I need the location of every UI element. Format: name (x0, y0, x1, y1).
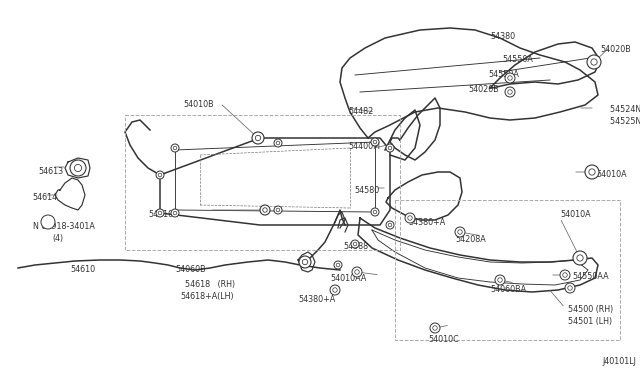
Circle shape (591, 59, 597, 65)
Circle shape (505, 87, 515, 97)
Text: 54580: 54580 (354, 186, 380, 195)
Circle shape (276, 141, 280, 145)
Circle shape (274, 206, 282, 214)
Circle shape (334, 261, 342, 269)
Text: 54501 (LH): 54501 (LH) (568, 317, 612, 326)
Text: 54010C: 54010C (428, 335, 459, 344)
Text: 54524N (RH): 54524N (RH) (610, 105, 640, 114)
Circle shape (263, 208, 268, 212)
Text: 54482: 54482 (348, 107, 373, 116)
Circle shape (585, 165, 599, 179)
Text: 54550AA: 54550AA (572, 272, 609, 281)
Circle shape (355, 270, 359, 274)
Circle shape (70, 160, 86, 176)
Circle shape (587, 55, 601, 69)
Circle shape (455, 227, 465, 237)
Circle shape (353, 242, 357, 246)
Text: 54010B: 54010B (183, 100, 214, 109)
Text: 54060BA: 54060BA (490, 285, 526, 294)
Text: 54614: 54614 (32, 193, 57, 202)
Circle shape (563, 273, 567, 277)
Circle shape (498, 278, 502, 282)
Circle shape (508, 76, 512, 80)
Circle shape (568, 286, 572, 290)
Circle shape (388, 146, 392, 150)
Circle shape (573, 251, 587, 265)
Circle shape (386, 221, 394, 229)
Circle shape (158, 173, 162, 177)
Text: 54020B: 54020B (468, 85, 499, 94)
Circle shape (371, 138, 379, 146)
Circle shape (260, 205, 270, 215)
Circle shape (388, 223, 392, 227)
Circle shape (430, 323, 440, 333)
Circle shape (433, 326, 437, 330)
Text: 54618+A(LH): 54618+A(LH) (180, 292, 234, 301)
Text: 54400M: 54400M (348, 142, 380, 151)
Text: 54525N (LH): 54525N (LH) (610, 117, 640, 126)
Circle shape (41, 215, 55, 229)
Circle shape (156, 209, 164, 217)
Circle shape (276, 208, 280, 212)
Text: 54610: 54610 (70, 265, 95, 274)
Text: 54380: 54380 (490, 32, 515, 41)
Circle shape (373, 210, 377, 214)
Text: 54020B: 54020B (600, 45, 631, 54)
Circle shape (508, 90, 512, 94)
Text: 54380+A: 54380+A (408, 218, 445, 227)
Text: N 08918-3401A: N 08918-3401A (33, 222, 95, 231)
Circle shape (330, 285, 340, 295)
Circle shape (74, 164, 82, 171)
Text: 54618   (RH): 54618 (RH) (185, 280, 235, 289)
Text: 54380+A: 54380+A (298, 295, 335, 304)
Text: 54060B: 54060B (175, 265, 205, 274)
Text: 54208A: 54208A (455, 235, 486, 244)
Circle shape (333, 288, 337, 292)
Text: 54010A: 54010A (596, 170, 627, 179)
Circle shape (352, 267, 362, 277)
Text: 54500 (RH): 54500 (RH) (568, 305, 613, 314)
Circle shape (371, 208, 379, 216)
Circle shape (565, 283, 575, 293)
Text: 54550A: 54550A (502, 55, 533, 64)
Circle shape (274, 139, 282, 147)
Text: 54010AA: 54010AA (330, 274, 366, 283)
Circle shape (386, 144, 394, 152)
Circle shape (158, 211, 162, 215)
Text: 54010B: 54010B (148, 210, 179, 219)
Text: 54613: 54613 (38, 167, 63, 176)
Text: N: N (45, 219, 51, 224)
Circle shape (255, 135, 260, 141)
Circle shape (171, 144, 179, 152)
Circle shape (171, 209, 179, 217)
Circle shape (336, 263, 340, 267)
Circle shape (173, 211, 177, 215)
Circle shape (252, 132, 264, 144)
Circle shape (302, 259, 308, 265)
Text: 54010A: 54010A (560, 210, 591, 219)
Circle shape (505, 73, 515, 83)
Circle shape (405, 213, 415, 223)
Circle shape (173, 146, 177, 150)
Circle shape (458, 230, 462, 234)
Text: 54388: 54388 (343, 242, 368, 251)
Circle shape (495, 275, 505, 285)
Circle shape (560, 270, 570, 280)
Circle shape (589, 169, 595, 175)
Text: J40101LJ: J40101LJ (602, 357, 636, 366)
Text: 54550A: 54550A (488, 70, 519, 79)
Circle shape (577, 255, 583, 261)
Circle shape (408, 216, 412, 220)
Circle shape (351, 240, 359, 248)
Text: (4): (4) (52, 234, 63, 243)
Circle shape (299, 256, 311, 268)
Circle shape (373, 140, 377, 144)
Circle shape (156, 171, 164, 179)
